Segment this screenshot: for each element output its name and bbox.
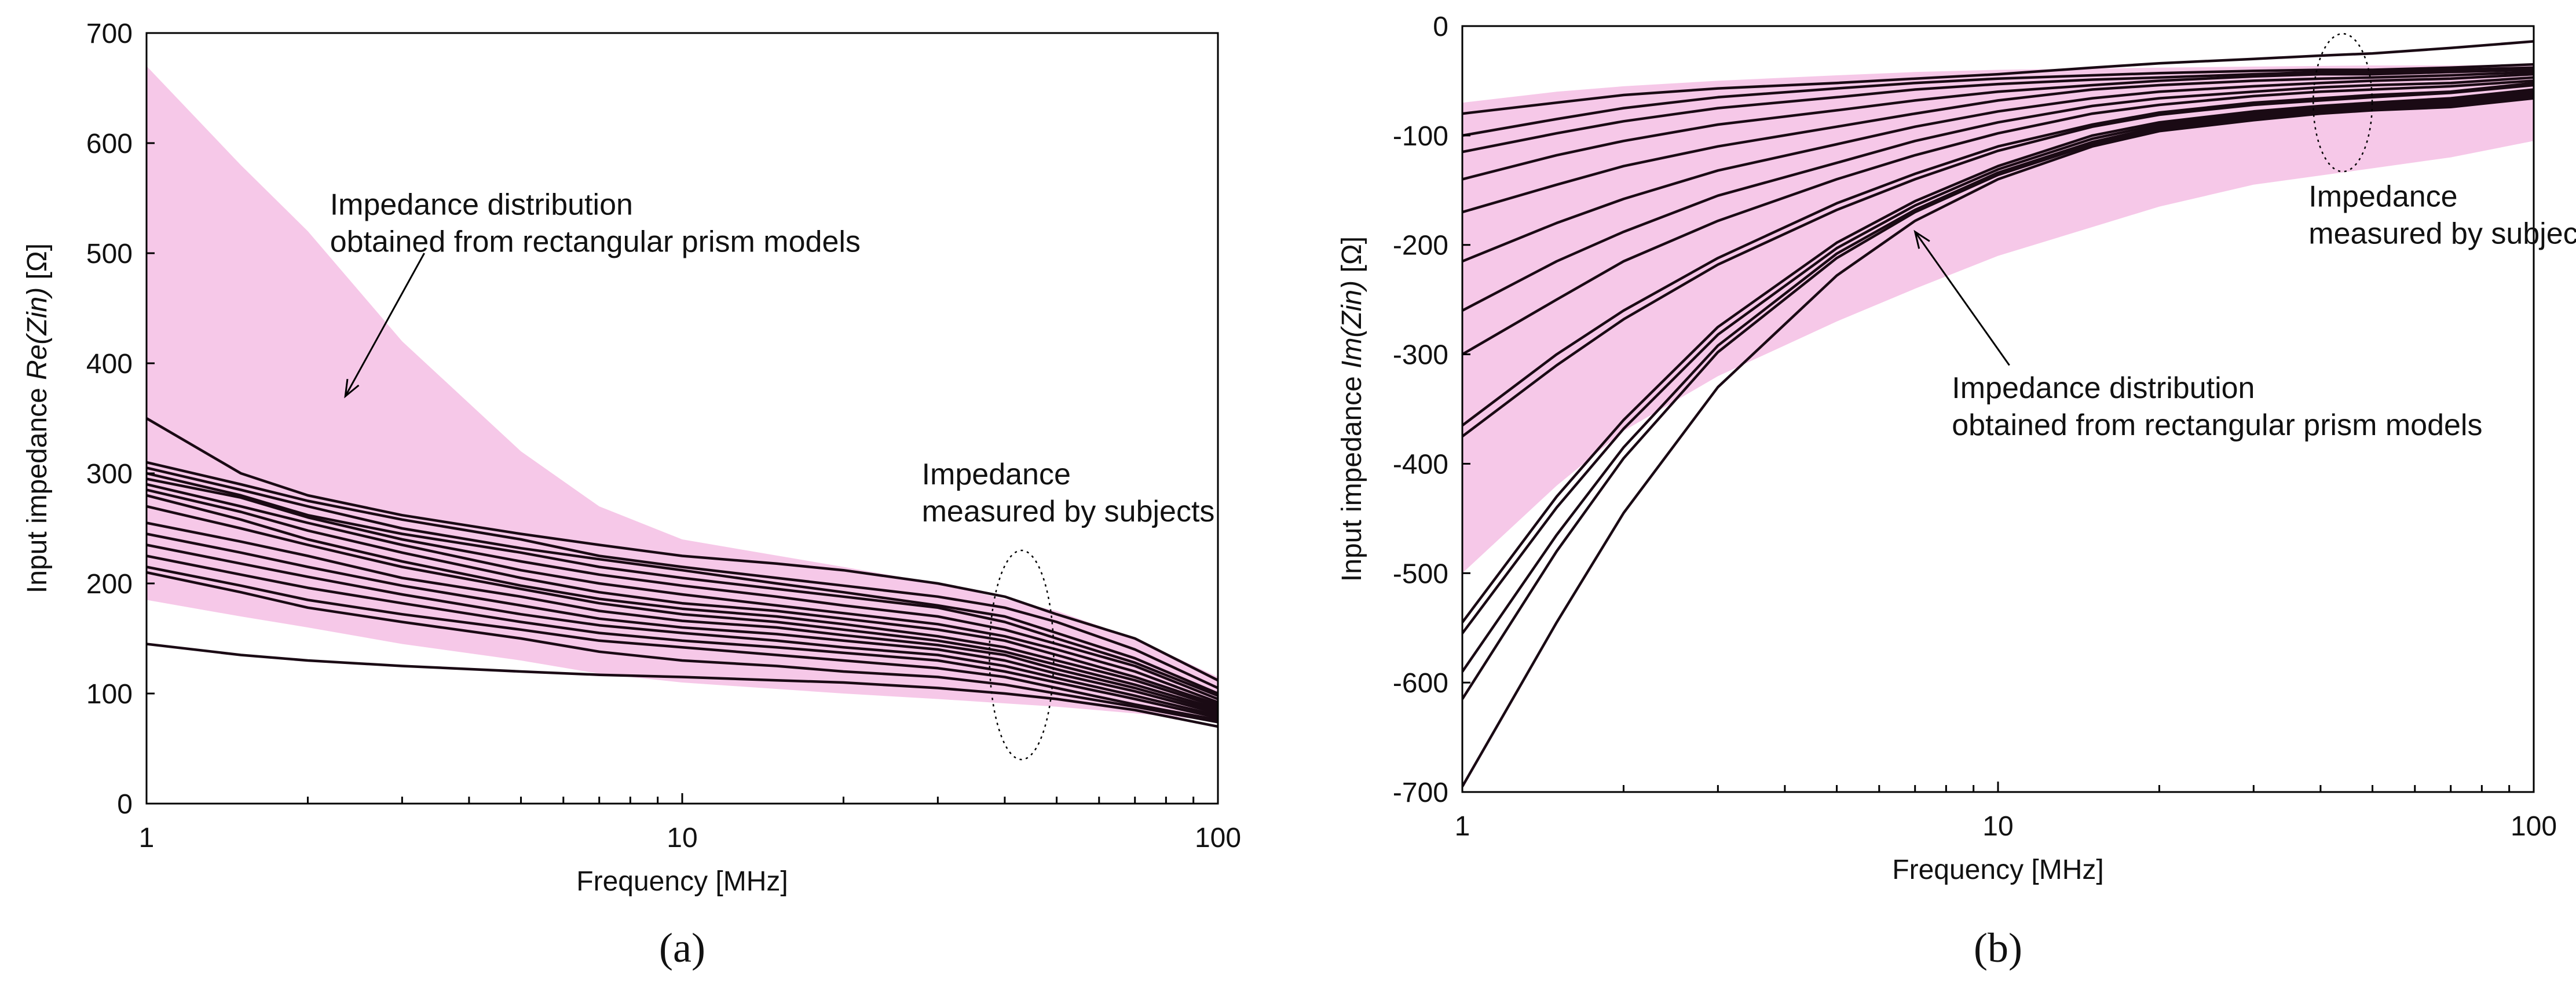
subject-series-group bbox=[147, 417, 1218, 728]
x-axis-title: Frequency [MHz] bbox=[1892, 855, 2103, 885]
series-line-subject-4 bbox=[1462, 68, 2534, 181]
series-line-subject-13 bbox=[1462, 92, 2534, 673]
series-line-subject-3 bbox=[147, 466, 1218, 695]
y-tick-label: 400 bbox=[86, 349, 133, 379]
y-axis-title-suffix: [Ω] bbox=[22, 243, 53, 287]
y-axis-title-italic: Im(Zin) bbox=[1337, 280, 1367, 368]
y-tick-label: 600 bbox=[86, 129, 133, 159]
series-line-subject-8 bbox=[147, 494, 1218, 708]
y-axis-title: Input impedance Re(Zin) [Ω] bbox=[22, 243, 53, 593]
panel-label: (b) bbox=[1974, 925, 2022, 971]
series-line-subject-14 bbox=[147, 565, 1218, 721]
series-line-subject-4 bbox=[147, 472, 1218, 697]
annotation-text-line: measured by subjects bbox=[922, 495, 1215, 528]
panel-label: (a) bbox=[659, 925, 705, 971]
series-line-subject-13 bbox=[147, 554, 1218, 719]
x-tick-label: 1 bbox=[1455, 811, 1470, 842]
annotation-text-line: Impedance distribution bbox=[1952, 371, 2255, 405]
y-tick-label: -300 bbox=[1393, 340, 1448, 371]
series-line-subject-15 bbox=[147, 571, 1218, 724]
chart-panel-a: 0 100 200 300 400 500 600 700 1 10 100 Frequency [M… bbox=[22, 19, 1241, 971]
y-axis-title: Input impedance Im(Zin) [Ω] bbox=[1337, 236, 1367, 582]
series-line-subject-15 bbox=[1462, 97, 2534, 787]
series-line-subject-7 bbox=[1462, 76, 2534, 312]
series-line-subject-5 bbox=[147, 477, 1218, 700]
annotation-arrow-line bbox=[1914, 231, 2010, 366]
y-tick-label: -500 bbox=[1393, 559, 1448, 589]
subjects-ellipse bbox=[989, 549, 1055, 761]
series-line-subject-12 bbox=[1462, 90, 2534, 634]
series-line-subject-2 bbox=[147, 461, 1218, 689]
series-line-subject-11 bbox=[147, 532, 1218, 715]
annotation-arrow-head bbox=[344, 379, 360, 399]
subjects-annotation: Impedance measured by subjects bbox=[922, 458, 1215, 761]
annotation-text-line: Impedance bbox=[922, 458, 1071, 491]
series-line-subject-10 bbox=[147, 521, 1218, 713]
series-line-subject-9 bbox=[1462, 81, 2534, 427]
annotation-text-line: obtained from rectangular prism models bbox=[1952, 408, 2482, 442]
y-axis-title-prefix: Input impedance bbox=[22, 380, 53, 593]
series-line-subject-3 bbox=[1462, 66, 2534, 154]
annotation-arrow-line bbox=[344, 253, 425, 397]
annotation-text-line: Impedance bbox=[2308, 180, 2457, 214]
series-line-subject-11 bbox=[1462, 88, 2534, 623]
series-line-subject-5 bbox=[1462, 71, 2534, 214]
series-line-subject-2 bbox=[1462, 63, 2534, 137]
y-tick-label: 0 bbox=[1433, 12, 1448, 42]
series-line-subject-16 bbox=[147, 643, 1218, 728]
x-tick-label: 10 bbox=[667, 823, 697, 853]
y-tick-label: -700 bbox=[1393, 778, 1448, 808]
y-tick-label: -100 bbox=[1393, 121, 1448, 152]
subject-series-group bbox=[1462, 40, 2534, 787]
series-line-subject-12 bbox=[147, 543, 1218, 717]
y-tick-label: 0 bbox=[117, 789, 133, 820]
series-line-subject-1 bbox=[1462, 40, 2534, 115]
series-line-subject-6 bbox=[1462, 72, 2534, 263]
y-tick-label: 700 bbox=[86, 19, 133, 49]
x-tick-label: 1 bbox=[139, 823, 155, 853]
y-axis-title-suffix: [Ω] bbox=[1337, 236, 1367, 280]
series-line-subject-9 bbox=[147, 505, 1218, 710]
annotation-text-line: measured by subjects bbox=[2308, 217, 2576, 251]
y-tick-label: 300 bbox=[86, 459, 133, 490]
y-tick-label: -600 bbox=[1393, 668, 1448, 699]
series-line-subject-8 bbox=[1462, 79, 2534, 356]
y-tick-label: -400 bbox=[1393, 449, 1448, 480]
x-axis-title: Frequency [MHz] bbox=[576, 866, 788, 897]
series-line-subject-10 bbox=[1462, 83, 2534, 437]
series-line-subject-7 bbox=[147, 488, 1218, 706]
y-tick-label: 100 bbox=[86, 679, 133, 710]
subjects-ellipse bbox=[2312, 32, 2373, 173]
series-line-subject-6 bbox=[147, 483, 1218, 704]
impedance-distribution-band bbox=[147, 66, 1218, 721]
x-tick-label: 100 bbox=[2511, 811, 2557, 842]
series-line-subject-1 bbox=[147, 417, 1218, 682]
annotation-text-line: obtained from rectangular prism models bbox=[330, 225, 861, 259]
x-tick-label: 10 bbox=[1982, 811, 2013, 842]
y-tick-label: 200 bbox=[86, 569, 133, 600]
annotation-arrow-head bbox=[1913, 229, 1930, 249]
x-tick-label: 100 bbox=[1195, 823, 1241, 853]
y-axis-title-prefix: Input impedance bbox=[1337, 368, 1367, 582]
y-axis-title-italic: Re(Zin) bbox=[22, 287, 53, 380]
annotation-text-line: Impedance distribution bbox=[330, 188, 633, 222]
y-tick-label: -200 bbox=[1393, 231, 1448, 261]
y-tick-label: 500 bbox=[86, 239, 133, 269]
